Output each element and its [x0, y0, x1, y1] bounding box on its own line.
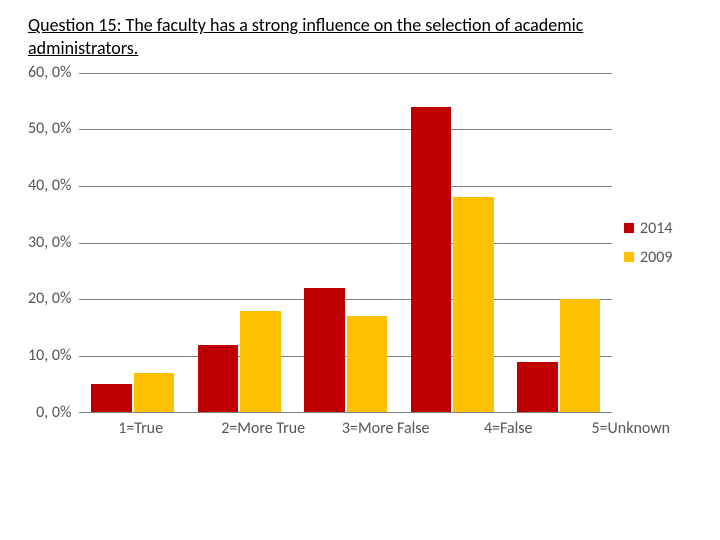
- bar: [453, 197, 493, 412]
- legend-swatch: [624, 223, 634, 233]
- legend-label: 2009: [640, 248, 672, 267]
- legend-swatch: [624, 252, 634, 262]
- bar: [517, 362, 557, 413]
- category-group: [399, 73, 506, 413]
- bar: [198, 345, 238, 413]
- plot-area: [79, 73, 612, 413]
- x-tick-label: 3=More False: [324, 419, 447, 438]
- x-tick-label: 1=True: [79, 419, 202, 438]
- bar: [304, 288, 344, 413]
- x-tick-label: 5=Unknown: [570, 419, 693, 438]
- bar: [347, 316, 387, 412]
- bar: [91, 384, 131, 412]
- category-group: [506, 73, 613, 413]
- x-tick-label: 4=False: [447, 419, 570, 438]
- legend: 2014 2009: [612, 73, 692, 413]
- category-group: [186, 73, 293, 413]
- x-tick-label: 2=More True: [202, 419, 325, 438]
- legend-label: 2014: [640, 219, 672, 238]
- legend-item: 2009: [624, 248, 692, 267]
- x-axis-line: [79, 412, 612, 413]
- category-group: [79, 73, 186, 413]
- bar: [411, 107, 451, 413]
- x-axis-labels: 1=True2=More True3=More False4=False5=Un…: [79, 419, 692, 438]
- bar: [240, 311, 280, 413]
- chart-title: Question 15: The faculty has a strong in…: [28, 14, 668, 61]
- chart: 60, 0%50, 0%40, 0%30, 0%20, 0%10, 0%0, 0…: [28, 73, 692, 438]
- y-axis-labels: 60, 0%50, 0%40, 0%30, 0%20, 0%10, 0%0, 0…: [28, 73, 79, 413]
- category-group: [292, 73, 399, 413]
- bar: [134, 373, 174, 413]
- bar: [560, 299, 600, 412]
- legend-item: 2014: [624, 219, 692, 238]
